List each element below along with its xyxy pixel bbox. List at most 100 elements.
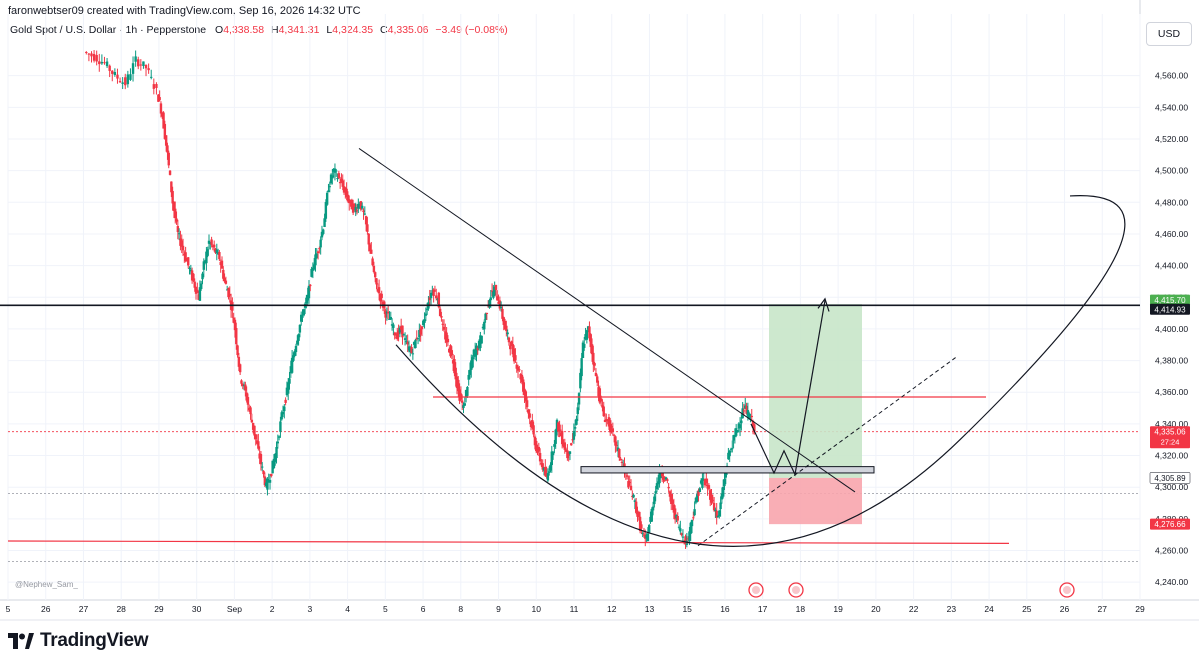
candle-body <box>425 308 429 310</box>
candle-body <box>514 355 517 361</box>
candle-body <box>701 478 704 488</box>
candle-body <box>460 400 464 403</box>
candle-body <box>454 367 457 380</box>
candle-body <box>267 480 270 482</box>
candle-body <box>720 493 724 500</box>
candle-body <box>506 332 509 335</box>
candle-body <box>706 484 709 489</box>
candle-body <box>642 534 646 536</box>
y-tick-label: 4,340.00 <box>1155 419 1188 429</box>
candle-body <box>703 478 707 486</box>
candle-body <box>455 376 459 389</box>
candle-body <box>390 324 394 326</box>
symbol-name: Gold Spot / U.S. Dollar · 1h · Peppersto… <box>10 24 207 36</box>
candle-body <box>444 331 447 340</box>
arrow-head-icon <box>817 297 830 312</box>
candle-body <box>535 440 538 452</box>
candle-body <box>448 348 451 353</box>
candle-body <box>699 480 703 484</box>
candle-body <box>264 482 268 486</box>
candle-body <box>716 515 720 517</box>
candle-body <box>653 496 656 505</box>
candle-body <box>268 479 272 483</box>
open-label: O <box>215 24 224 36</box>
candle-body <box>451 360 455 364</box>
candle-body <box>532 425 535 435</box>
candle-body <box>170 181 173 193</box>
candle-body <box>290 357 294 373</box>
candle-body <box>407 346 411 351</box>
x-tick-label: 19 <box>833 604 843 614</box>
symbol-legend[interactable]: Gold Spot / U.S. Dollar · 1h · Peppersto… <box>10 24 508 36</box>
candle-body <box>386 311 390 314</box>
candle-body <box>702 479 705 481</box>
candle-body <box>157 94 160 102</box>
candle-body <box>520 374 524 383</box>
candle-body <box>244 384 247 391</box>
entry-box <box>580 466 875 474</box>
candle-body <box>307 285 311 299</box>
candle-body <box>479 335 482 349</box>
candle-body <box>281 411 285 415</box>
candle-body <box>528 413 531 418</box>
candle-body <box>731 448 734 450</box>
close-label: C <box>380 24 388 36</box>
x-tick-label: 13 <box>645 604 655 614</box>
candle-body <box>577 393 581 405</box>
x-tick-label: 27 <box>1098 604 1108 614</box>
candle-body <box>468 369 472 375</box>
candle-body <box>236 345 239 356</box>
candle-body <box>599 398 603 402</box>
candle-body <box>597 387 600 397</box>
candle-body <box>747 413 751 419</box>
candle-body <box>684 536 687 545</box>
candle-body <box>363 213 367 215</box>
candle-body <box>314 254 317 266</box>
candle-body <box>746 410 750 417</box>
candle-body <box>625 475 629 477</box>
candle-body <box>380 293 383 299</box>
candle-body <box>618 448 621 458</box>
candle-body <box>588 326 591 339</box>
candle-body <box>580 358 583 377</box>
candle-body <box>302 309 305 316</box>
candle-body <box>563 442 566 450</box>
candle-body <box>362 210 365 213</box>
candle-body <box>418 329 421 338</box>
candle-body <box>348 199 351 204</box>
candle-body <box>511 344 515 355</box>
candle-body <box>298 324 302 333</box>
candle-body <box>354 207 357 213</box>
candle-body <box>737 423 740 429</box>
candle-body <box>350 199 354 210</box>
candle-body <box>184 252 187 261</box>
candle-body <box>633 500 637 502</box>
tradingview-logo[interactable]: TradingView <box>8 630 149 652</box>
candle-body <box>609 420 612 433</box>
candle-body <box>501 308 504 319</box>
y-tick-label: 4,440.00 <box>1155 261 1188 271</box>
candle-body <box>171 190 174 204</box>
candle-body <box>592 352 595 365</box>
candle-body <box>222 269 225 279</box>
candle-body <box>272 458 276 469</box>
candle-body <box>416 337 420 339</box>
candle-body <box>679 528 682 532</box>
x-tick-label: 23 <box>947 604 957 614</box>
y-tick-label: 4,540.00 <box>1155 102 1188 112</box>
candle-body <box>484 313 487 320</box>
candle-body <box>245 392 248 401</box>
descending-trendline <box>358 148 856 493</box>
candle-body <box>85 52 88 54</box>
currency-button[interactable]: USD <box>1146 22 1192 46</box>
red-support-line <box>7 540 1010 544</box>
candle-body <box>438 308 442 317</box>
candle-body <box>337 173 341 178</box>
candle-body <box>185 260 189 262</box>
candle-body <box>345 188 348 197</box>
candle-body <box>164 135 168 146</box>
candle-body <box>675 514 678 519</box>
candle-body <box>649 516 652 522</box>
x-tick-label: 29 <box>154 604 164 614</box>
